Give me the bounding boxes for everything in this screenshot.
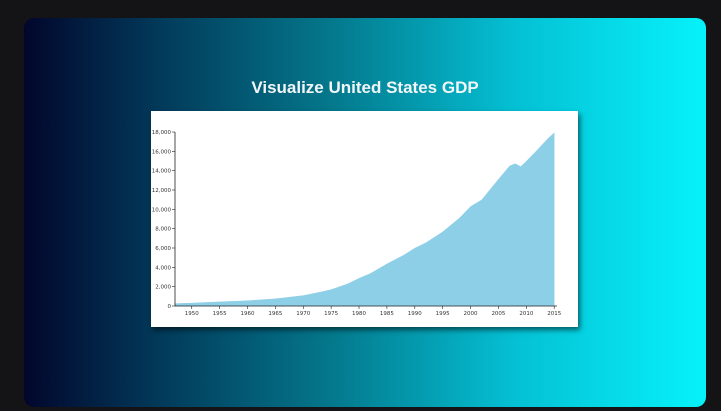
y-tick-label: 16,000 <box>152 149 172 155</box>
y-tick-label: 0 <box>168 304 172 310</box>
x-tick-label: 2005 <box>491 311 505 317</box>
gdp-area-chart: 0 2,000 4,000 6,000 8,000 10,000 12,000 14,000 1… <box>152 130 562 317</box>
x-tick-label: 1955 <box>213 311 227 317</box>
page-title: Visualize United States GDP <box>251 78 479 97</box>
y-tick-label: 6,000 <box>155 246 171 252</box>
y-tick-label: 10,000 <box>152 207 172 213</box>
y-tick-label: 2,000 <box>155 285 171 291</box>
y-tick-label: 8,000 <box>155 227 171 233</box>
x-tick-label: 2015 <box>547 311 561 317</box>
x-tick-label: 2000 <box>464 311 478 317</box>
chart-card: 0 2,000 4,000 6,000 8,000 10,000 12,000 14,000 1… <box>151 111 578 327</box>
y-tick-label: 12,000 <box>152 188 172 194</box>
x-tick-label: 1990 <box>408 311 422 317</box>
y-tick-label: 14,000 <box>152 169 172 175</box>
x-tick-label: 1980 <box>352 311 366 317</box>
x-tick-label: 2010 <box>519 311 533 317</box>
gdp-series-area <box>174 132 555 307</box>
y-tick-label: 4,000 <box>155 265 171 271</box>
x-tick-label: 1960 <box>240 311 254 317</box>
area-layer <box>174 132 555 307</box>
x-tick-label: 1995 <box>436 311 450 317</box>
x-tick-label: 1985 <box>380 311 394 317</box>
axis-layer: 0 2,000 4,000 6,000 8,000 10,000 12,000 14,000 1… <box>152 130 562 317</box>
app-window: Visualize United States GDP 0 2,000 4,000 6… <box>24 18 706 407</box>
x-tick-label: 1965 <box>268 311 282 317</box>
y-tick-label: 18,000 <box>152 130 172 136</box>
x-tick-label: 1970 <box>296 311 310 317</box>
x-tick-label: 1975 <box>324 311 338 317</box>
x-tick-label: 1950 <box>185 311 199 317</box>
